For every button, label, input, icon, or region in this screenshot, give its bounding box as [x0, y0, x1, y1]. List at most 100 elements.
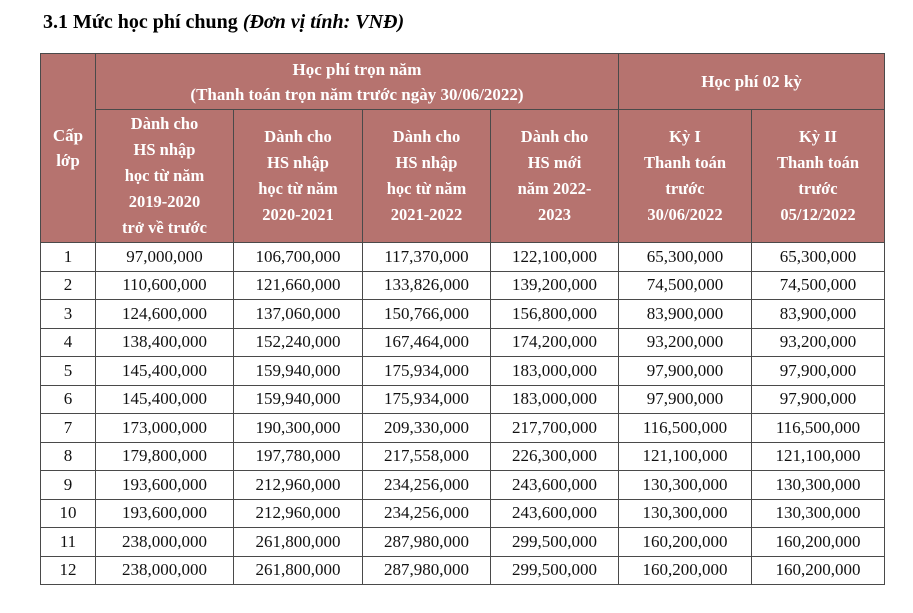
title-unit: (Đơn vị tính: VNĐ) [242, 11, 405, 33]
fee-cell: 93,200,000 [618, 327, 752, 357]
fee-cell: 74,500,000 [618, 270, 752, 300]
fee-cell: 121,660,000 [233, 270, 363, 300]
fee-cell: 160,200,000 [750, 527, 886, 557]
fee-cell: 183,000,000 [490, 356, 619, 386]
fee-cell: 174,200,000 [490, 327, 619, 357]
fee-cell: 139,200,000 [490, 270, 619, 300]
fee-cell: 238,000,000 [95, 527, 234, 557]
fee-cell: 212,960,000 [233, 498, 363, 528]
fee-cell: 261,800,000 [233, 527, 363, 557]
fee-cell: 130,300,000 [618, 470, 752, 500]
fee-cell: 65,300,000 [750, 242, 886, 272]
header-col-intake-2021-2022: Dành cho HS nhập học từ năm 2021-2022 [362, 109, 491, 243]
title-text: 3.1 Mức học phí chung [43, 11, 238, 33]
fee-cell: 217,558,000 [362, 441, 491, 471]
fee-cell: 117,370,000 [362, 242, 491, 272]
fee-cell: 261,800,000 [233, 555, 363, 585]
fee-cell: 183,000,000 [490, 384, 619, 414]
header-group-two-terms: Học phí 02 kỳ [617, 53, 886, 110]
fee-cell: 97,900,000 [750, 384, 886, 414]
header-col-new-2022-2023: Dành cho HS mới năm 2022- 2023 [490, 109, 619, 243]
grade-cell: 11 [40, 527, 96, 557]
fee-cell: 97,000,000 [95, 242, 234, 272]
header-col-term2: Kỳ II Thanh toán trước 05/12/2022 [750, 109, 886, 243]
table-row: 12 238,000,000 261,800,000 287,980,000 2… [40, 555, 886, 585]
fee-cell: 299,500,000 [490, 527, 619, 557]
fee-cell: 234,256,000 [362, 498, 491, 528]
fee-table: Cấp lớp Học phí trọn năm (Thanh toán trọ… [40, 53, 886, 585]
grade-cell: 3 [40, 299, 96, 329]
fee-cell: 156,800,000 [490, 299, 619, 329]
grade-cell: 10 [40, 498, 96, 528]
document-page: 3.1 Mức học phí chung (Đơn vị tính: VNĐ) … [40, 10, 913, 585]
table-row: 7 173,000,000 190,300,000 209,330,000 21… [40, 413, 886, 443]
fee-cell: 138,400,000 [95, 327, 234, 357]
fee-table-body: 1 97,000,000 106,700,000 117,370,000 122… [40, 242, 886, 585]
fee-cell: 190,300,000 [233, 413, 363, 443]
fee-cell: 122,100,000 [490, 242, 619, 272]
fee-cell: 212,960,000 [233, 470, 363, 500]
page-title: 3.1 Mức học phí chung (Đơn vị tính: VNĐ) [43, 10, 913, 34]
table-row: 8 179,800,000 197,780,000 217,558,000 22… [40, 441, 886, 471]
table-row: 6 145,400,000 159,940,000 175,934,000 18… [40, 384, 886, 414]
fee-cell: 159,940,000 [233, 384, 363, 414]
fee-cell: 243,600,000 [490, 498, 619, 528]
fee-cell: 238,000,000 [95, 555, 234, 585]
fee-cell: 150,766,000 [362, 299, 491, 329]
fee-cell: 121,100,000 [750, 441, 886, 471]
fee-cell: 97,900,000 [618, 384, 752, 414]
fee-cell: 116,500,000 [750, 413, 886, 443]
table-row: 2 110,600,000 121,660,000 133,826,000 13… [40, 270, 886, 300]
grade-cell: 1 [40, 242, 96, 272]
fee-cell: 287,980,000 [362, 555, 491, 585]
grade-cell: 7 [40, 413, 96, 443]
fee-cell: 116,500,000 [618, 413, 752, 443]
header-col-intake-2020-2021: Dành cho HS nhập học từ năm 2020-2021 [233, 109, 363, 243]
table-row: 9 193,600,000 212,960,000 234,256,000 24… [40, 470, 886, 500]
fee-cell: 137,060,000 [233, 299, 363, 329]
fee-cell: 93,200,000 [750, 327, 886, 357]
grade-cell: 9 [40, 470, 96, 500]
fee-cell: 234,256,000 [362, 470, 491, 500]
header-grade-level: Cấp lớp [40, 53, 96, 243]
grade-cell: 2 [40, 270, 96, 300]
fee-cell: 97,900,000 [618, 356, 752, 386]
table-row: 11 238,000,000 261,800,000 287,980,000 2… [40, 527, 886, 557]
fee-table-header: Cấp lớp Học phí trọn năm (Thanh toán trọ… [40, 53, 886, 243]
fee-cell: 133,826,000 [362, 270, 491, 300]
fee-cell: 145,400,000 [95, 356, 234, 386]
header-group-full-year: Học phí trọn năm (Thanh toán trọn năm tr… [95, 53, 619, 110]
fee-cell: 152,240,000 [233, 327, 363, 357]
fee-cell: 124,600,000 [95, 299, 234, 329]
fee-cell: 130,300,000 [750, 498, 886, 528]
fee-cell: 175,934,000 [362, 384, 491, 414]
fee-cell: 209,330,000 [362, 413, 491, 443]
fee-cell: 65,300,000 [618, 242, 752, 272]
fee-cell: 175,934,000 [362, 356, 491, 386]
grade-cell: 8 [40, 441, 96, 471]
fee-cell: 193,600,000 [95, 470, 234, 500]
fee-cell: 160,200,000 [618, 527, 752, 557]
grade-cell: 4 [40, 327, 96, 357]
table-row: 1 97,000,000 106,700,000 117,370,000 122… [40, 242, 886, 272]
fee-cell: 130,300,000 [750, 470, 886, 500]
fee-cell: 193,600,000 [95, 498, 234, 528]
header-columns-row: Dành cho HS nhập học từ năm 2019-2020 tr… [41, 109, 886, 243]
fee-cell: 159,940,000 [233, 356, 363, 386]
header-group-row: Cấp lớp Học phí trọn năm (Thanh toán trọ… [40, 53, 886, 243]
fee-cell: 173,000,000 [95, 413, 234, 443]
fee-cell: 145,400,000 [95, 384, 234, 414]
fee-cell: 130,300,000 [618, 498, 752, 528]
fee-cell: 110,600,000 [95, 270, 234, 300]
table-row: 4 138,400,000 152,240,000 167,464,000 17… [40, 327, 886, 357]
fee-cell: 226,300,000 [490, 441, 619, 471]
fee-cell: 179,800,000 [95, 441, 234, 471]
table-row: 3 124,600,000 137,060,000 150,766,000 15… [40, 299, 886, 329]
fee-cell: 299,500,000 [490, 555, 619, 585]
fee-cell: 243,600,000 [490, 470, 619, 500]
fee-cell: 83,900,000 [618, 299, 752, 329]
grade-cell: 5 [40, 356, 96, 386]
fee-cell: 287,980,000 [362, 527, 491, 557]
fee-cell: 160,200,000 [750, 555, 886, 585]
fee-cell: 167,464,000 [362, 327, 491, 357]
